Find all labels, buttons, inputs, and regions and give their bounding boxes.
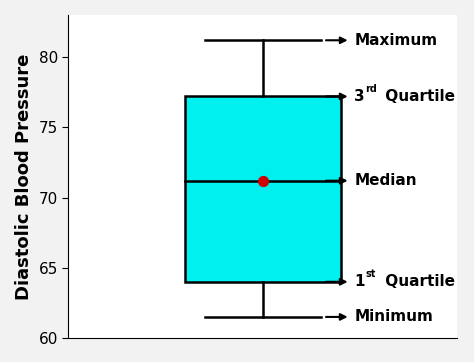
Text: Maximum: Maximum bbox=[355, 33, 438, 48]
Text: Quartile: Quartile bbox=[380, 89, 455, 104]
Text: Median: Median bbox=[355, 173, 417, 188]
Text: Minimum: Minimum bbox=[355, 310, 433, 324]
Point bbox=[259, 178, 267, 184]
Bar bbox=[185, 96, 341, 282]
Text: 3: 3 bbox=[355, 89, 365, 104]
Text: Quartile: Quartile bbox=[380, 274, 455, 289]
Y-axis label: Diastolic Blood Pressure: Diastolic Blood Pressure bbox=[15, 53, 33, 300]
Text: rd: rd bbox=[365, 84, 377, 94]
Text: 1: 1 bbox=[355, 274, 365, 289]
Text: st: st bbox=[365, 269, 375, 279]
